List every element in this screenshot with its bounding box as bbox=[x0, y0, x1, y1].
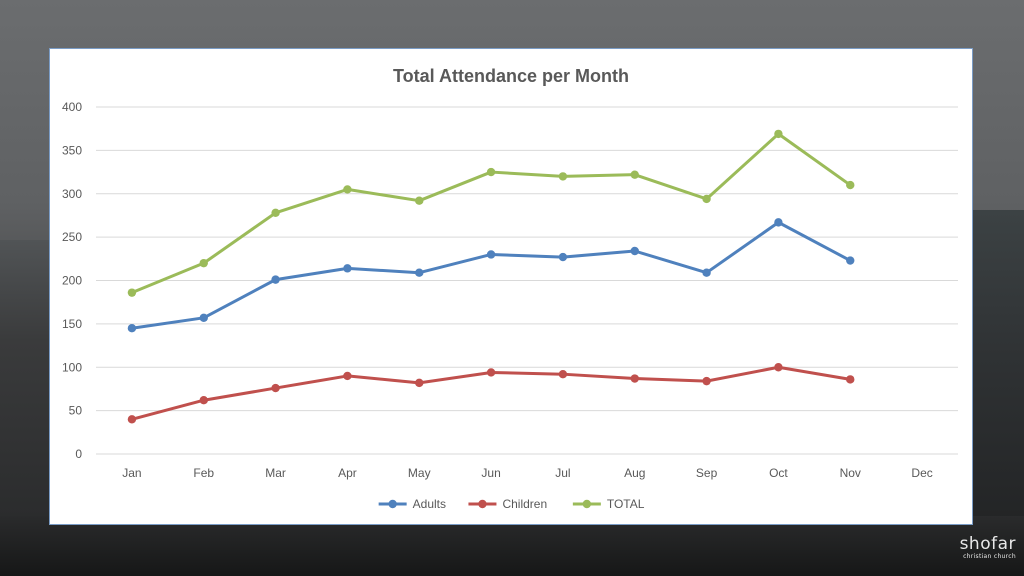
y-tick-label: 50 bbox=[69, 404, 83, 418]
series-line-total bbox=[131, 132, 852, 295]
y-tick-label: 400 bbox=[62, 100, 82, 114]
gridlines bbox=[96, 106, 958, 455]
y-tick-label: 0 bbox=[75, 447, 82, 461]
data-point-total bbox=[774, 129, 783, 139]
church-logo: shofar christian church bbox=[960, 536, 1016, 560]
series-lines bbox=[127, 129, 855, 424]
data-point-total bbox=[846, 180, 855, 190]
data-point-adults bbox=[846, 256, 855, 265]
y-tick-label: 100 bbox=[62, 360, 82, 374]
data-point-children bbox=[846, 375, 855, 384]
data-point-total bbox=[343, 185, 352, 194]
data-point-children bbox=[558, 369, 568, 379]
x-tick-label: Aug bbox=[624, 466, 645, 480]
legend-marker bbox=[582, 499, 592, 509]
x-tick-label: Jul bbox=[555, 466, 570, 480]
x-tick-label: Apr bbox=[338, 466, 357, 480]
attendance-line-chart: Total Attendance per Month 0 50 100 150 200 2… bbox=[62, 66, 958, 511]
data-point-total bbox=[486, 167, 496, 177]
data-point-total bbox=[702, 194, 711, 204]
y-tick-label: 150 bbox=[62, 317, 82, 331]
data-point-children bbox=[486, 368, 496, 377]
legend-marker bbox=[388, 499, 397, 509]
data-point-children bbox=[630, 374, 639, 383]
y-tick-label: 300 bbox=[62, 187, 82, 201]
data-point-children bbox=[702, 376, 711, 386]
legend-label: Children bbox=[502, 497, 547, 511]
data-point-children bbox=[127, 415, 137, 424]
logo-name: shofar bbox=[959, 534, 1016, 554]
background-rocks-bottom bbox=[0, 516, 1024, 576]
data-point-total bbox=[558, 172, 568, 181]
data-point-adults bbox=[558, 252, 568, 262]
data-point-adults bbox=[630, 246, 639, 256]
data-point-total bbox=[271, 208, 280, 218]
data-point-total bbox=[415, 196, 424, 205]
chart-title: Total Attendance per Month bbox=[393, 66, 629, 86]
x-axis-ticks: Jan Feb Mar Apr May Jun Jul Aug Sep Oct Nov Dec bbox=[122, 466, 933, 480]
data-point-children bbox=[415, 378, 424, 388]
y-tick-label: 200 bbox=[62, 274, 82, 288]
x-tick-label: Jun bbox=[481, 466, 500, 480]
y-tick-label: 250 bbox=[62, 230, 82, 244]
legend-marker bbox=[478, 499, 487, 509]
data-point-adults bbox=[702, 268, 711, 277]
chart-panel: Total Attendance per Month 0 50 100 150 200 2… bbox=[49, 48, 973, 525]
y-axis-ticks: 0 50 100 150 200 250 300 350 400 bbox=[62, 100, 82, 461]
legend: Adults Children TOTAL bbox=[378, 497, 645, 511]
x-tick-label: May bbox=[408, 466, 431, 480]
data-point-adults bbox=[486, 250, 496, 259]
data-point-adults bbox=[343, 264, 352, 273]
logo-tagline: christian church bbox=[963, 553, 1016, 560]
x-tick-label: Feb bbox=[193, 466, 214, 480]
data-point-children bbox=[271, 383, 280, 393]
data-point-adults bbox=[127, 324, 137, 333]
data-point-children bbox=[199, 396, 208, 405]
data-point-total bbox=[630, 170, 639, 179]
x-tick-label: Oct bbox=[769, 466, 788, 480]
x-tick-label: Sep bbox=[696, 466, 718, 480]
x-tick-label: Mar bbox=[265, 466, 286, 480]
x-tick-label: Nov bbox=[840, 466, 861, 480]
legend-label: Adults bbox=[413, 497, 446, 511]
data-point-adults bbox=[199, 313, 208, 323]
y-tick-label: 350 bbox=[62, 143, 82, 157]
data-point-total bbox=[199, 258, 208, 268]
background-rocks-right bbox=[964, 210, 1024, 576]
x-tick-label: Jan bbox=[122, 466, 141, 480]
data-point-children bbox=[774, 363, 783, 372]
data-point-adults bbox=[415, 268, 424, 277]
data-point-adults bbox=[774, 218, 783, 227]
x-tick-label: Dec bbox=[911, 466, 932, 480]
data-point-total bbox=[127, 288, 137, 297]
data-point-adults bbox=[271, 275, 280, 284]
legend-label: TOTAL bbox=[607, 497, 645, 511]
data-point-children bbox=[343, 371, 352, 381]
